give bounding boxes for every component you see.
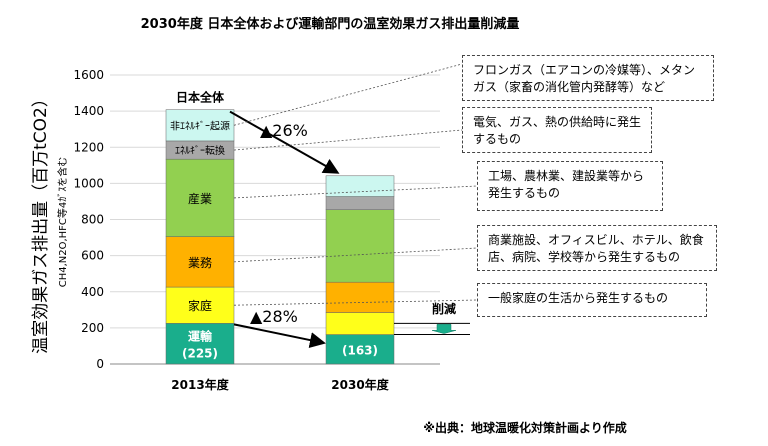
reduction-arrow-icon	[431, 324, 457, 334]
callout-business: 商業施設、オフィスビル、ホテル、飲食店、病院、学校等から発生するもの	[477, 225, 717, 271]
bar-segment	[325, 312, 395, 335]
bar-top-label: 日本全体	[176, 90, 225, 105]
reduction-label: 削減	[432, 301, 456, 316]
transport-reduction-label: ▲28%	[250, 307, 298, 326]
y-tick-label: 400	[81, 285, 104, 299]
y-tick-label: 1000	[73, 176, 104, 190]
callout-leader	[233, 247, 478, 263]
y-axis-label: 温室効果ガス排出量（百万tCO2）	[31, 90, 51, 354]
bar-segment	[325, 175, 395, 197]
bar-segment	[165, 109, 235, 142]
transport-label: 運輸	[188, 329, 213, 344]
bar-segment	[325, 209, 395, 283]
transport-value-2013: (225)	[182, 347, 218, 361]
callout-energy-conversion: 電気、ガス、熱の供給時に発生するもの	[462, 107, 652, 153]
bar-segment	[325, 334, 395, 365]
segment-label: 産業	[188, 191, 212, 206]
x-tick-label: 2030年度	[331, 377, 389, 392]
x-tick-label: 2013年度	[171, 377, 229, 392]
callout-non-energy: フロンガス（エアコンの冷媒等）、メタンガス（家畜の消化管内発酵等）など	[462, 55, 714, 101]
transport-reduction-arrow	[233, 323, 326, 348]
callout-leader	[233, 299, 478, 306]
bar-segment	[325, 281, 395, 313]
callout-industry: 工場、農林業、建設業等から発生するもの	[477, 161, 663, 211]
y-tick-label: 1200	[73, 140, 104, 154]
transport-value-2030: (163)	[342, 343, 378, 357]
chart-title: 2030年度 日本全体および運輸部門の温室効果ガス排出量削減量	[141, 16, 520, 32]
segment-label: 家庭	[188, 298, 212, 313]
y-tick-label: 1400	[73, 104, 104, 118]
y-tick-label: 800	[81, 213, 104, 227]
callout-leader	[233, 63, 463, 126]
total-reduction-arrow	[229, 110, 340, 174]
segment-label: 非ｴﾈﾙｷﾞｰ起源	[170, 119, 230, 132]
y-tick-label: 1600	[73, 68, 104, 82]
source-note: ※出典：地球温暖化対策計画より作成	[423, 420, 626, 435]
y-tick-label: 600	[81, 249, 104, 263]
callout-household: 一般家庭の生活から発生するもの	[477, 283, 707, 317]
bar-segment	[165, 158, 235, 237]
y-tick-label: 200	[81, 321, 104, 335]
bar-segment	[325, 196, 395, 210]
callout-leader	[233, 185, 478, 199]
segment-label: 業務	[188, 256, 212, 270]
total-reduction-label: ▲26%	[260, 121, 308, 140]
y-axis-sublabel: CH4,N2O,HFC等4ｶﾞｽを含む	[56, 157, 69, 288]
bar-segment	[165, 236, 235, 288]
segment-label: ｴﾈﾙｷﾞｰ転換	[175, 145, 225, 157]
bar-segment	[165, 286, 235, 324]
bar-segment	[165, 323, 235, 365]
y-tick-label: 0	[96, 357, 104, 371]
